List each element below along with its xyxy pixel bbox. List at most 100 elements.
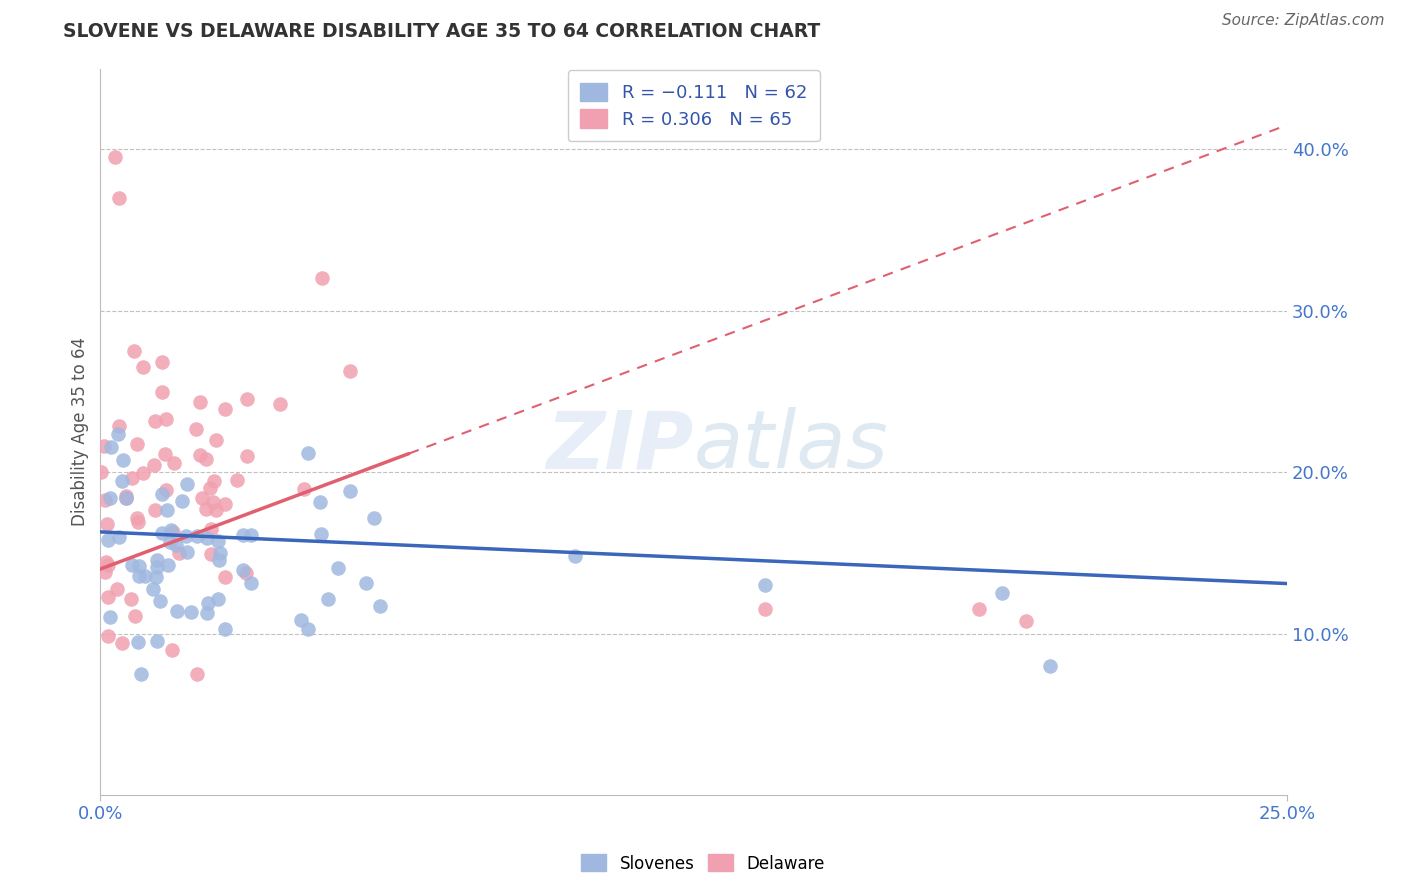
- Point: [195, 607, 218, 621]
- Point: [111, 453, 134, 467]
- Point: [309, 495, 332, 509]
- Point: [232, 528, 254, 542]
- Point: [354, 576, 377, 591]
- Point: [190, 394, 212, 409]
- Point: [180, 605, 202, 619]
- Point: [134, 569, 156, 583]
- Point: [93, 566, 115, 580]
- Point: [100, 440, 122, 454]
- Point: [186, 667, 208, 681]
- Point: [200, 522, 222, 536]
- Point: [156, 502, 179, 516]
- Point: [93, 439, 115, 453]
- Point: [146, 552, 169, 566]
- Point: [214, 497, 236, 511]
- Point: [162, 456, 184, 470]
- Point: [143, 414, 166, 428]
- Point: [155, 412, 177, 426]
- Point: [129, 667, 152, 681]
- Point: [93, 493, 115, 508]
- Point: [111, 474, 134, 488]
- Point: [290, 613, 312, 627]
- Point: [184, 422, 207, 436]
- Point: [214, 402, 236, 417]
- Point: [124, 608, 146, 623]
- Point: [159, 535, 181, 549]
- Text: atlas: atlas: [693, 408, 889, 485]
- Point: [191, 491, 214, 505]
- Point: [198, 481, 221, 495]
- Point: [128, 558, 150, 573]
- Text: SLOVENE VS DELAWARE DISABILITY AGE 35 TO 64 CORRELATION CHART: SLOVENE VS DELAWARE DISABILITY AGE 35 TO…: [63, 22, 821, 41]
- Point: [316, 591, 339, 606]
- Point: [235, 449, 257, 463]
- Point: [120, 591, 142, 606]
- Point: [97, 533, 120, 547]
- Point: [967, 602, 990, 616]
- Legend: R = −0.111   N = 62, R = 0.306   N = 65: R = −0.111 N = 62, R = 0.306 N = 65: [568, 70, 820, 142]
- Point: [97, 629, 120, 643]
- Point: [269, 397, 291, 411]
- Point: [127, 510, 149, 524]
- Point: [339, 364, 361, 378]
- Point: [115, 491, 138, 505]
- Point: [232, 563, 254, 577]
- Point: [226, 473, 249, 487]
- Point: [149, 594, 172, 608]
- Point: [107, 427, 129, 442]
- Point: [205, 502, 228, 516]
- Point: [991, 586, 1014, 600]
- Point: [100, 610, 122, 624]
- Point: [89, 465, 111, 479]
- Point: [239, 528, 262, 542]
- Point: [96, 516, 118, 531]
- Y-axis label: Disability Age 35 to 64: Disability Age 35 to 64: [72, 337, 89, 526]
- Point: [176, 476, 198, 491]
- Point: [145, 570, 167, 584]
- Point: [368, 599, 391, 613]
- Point: [195, 502, 218, 516]
- Legend: Slovenes, Delaware: Slovenes, Delaware: [575, 847, 831, 880]
- Point: [214, 622, 236, 636]
- Point: [292, 482, 315, 496]
- Point: [125, 437, 148, 451]
- Point: [197, 596, 219, 610]
- Point: [156, 558, 179, 572]
- Point: [202, 474, 225, 488]
- Point: [132, 466, 155, 480]
- Point: [235, 566, 257, 580]
- Text: ZIP: ZIP: [547, 408, 693, 485]
- Point: [176, 545, 198, 559]
- Point: [142, 458, 165, 472]
- Point: [160, 523, 183, 537]
- Point: [195, 451, 218, 466]
- Point: [165, 538, 187, 552]
- Point: [128, 569, 150, 583]
- Point: [150, 487, 173, 501]
- Point: [1015, 614, 1038, 628]
- Point: [150, 355, 173, 369]
- Point: [127, 516, 149, 530]
- Point: [564, 549, 586, 563]
- Point: [143, 503, 166, 517]
- Point: [153, 447, 176, 461]
- Point: [363, 511, 385, 525]
- Point: [142, 582, 165, 596]
- Point: [186, 529, 208, 543]
- Point: [98, 491, 121, 506]
- Point: [236, 392, 259, 406]
- Point: [104, 150, 127, 164]
- Point: [214, 570, 236, 584]
- Point: [155, 483, 177, 498]
- Point: [96, 555, 118, 569]
- Point: [166, 604, 188, 618]
- Point: [754, 578, 776, 592]
- Point: [207, 591, 229, 606]
- Point: [145, 560, 167, 574]
- Point: [208, 546, 231, 560]
- Point: [311, 271, 333, 285]
- Point: [1039, 659, 1062, 673]
- Point: [167, 546, 190, 560]
- Point: [97, 558, 120, 572]
- Point: [195, 531, 218, 545]
